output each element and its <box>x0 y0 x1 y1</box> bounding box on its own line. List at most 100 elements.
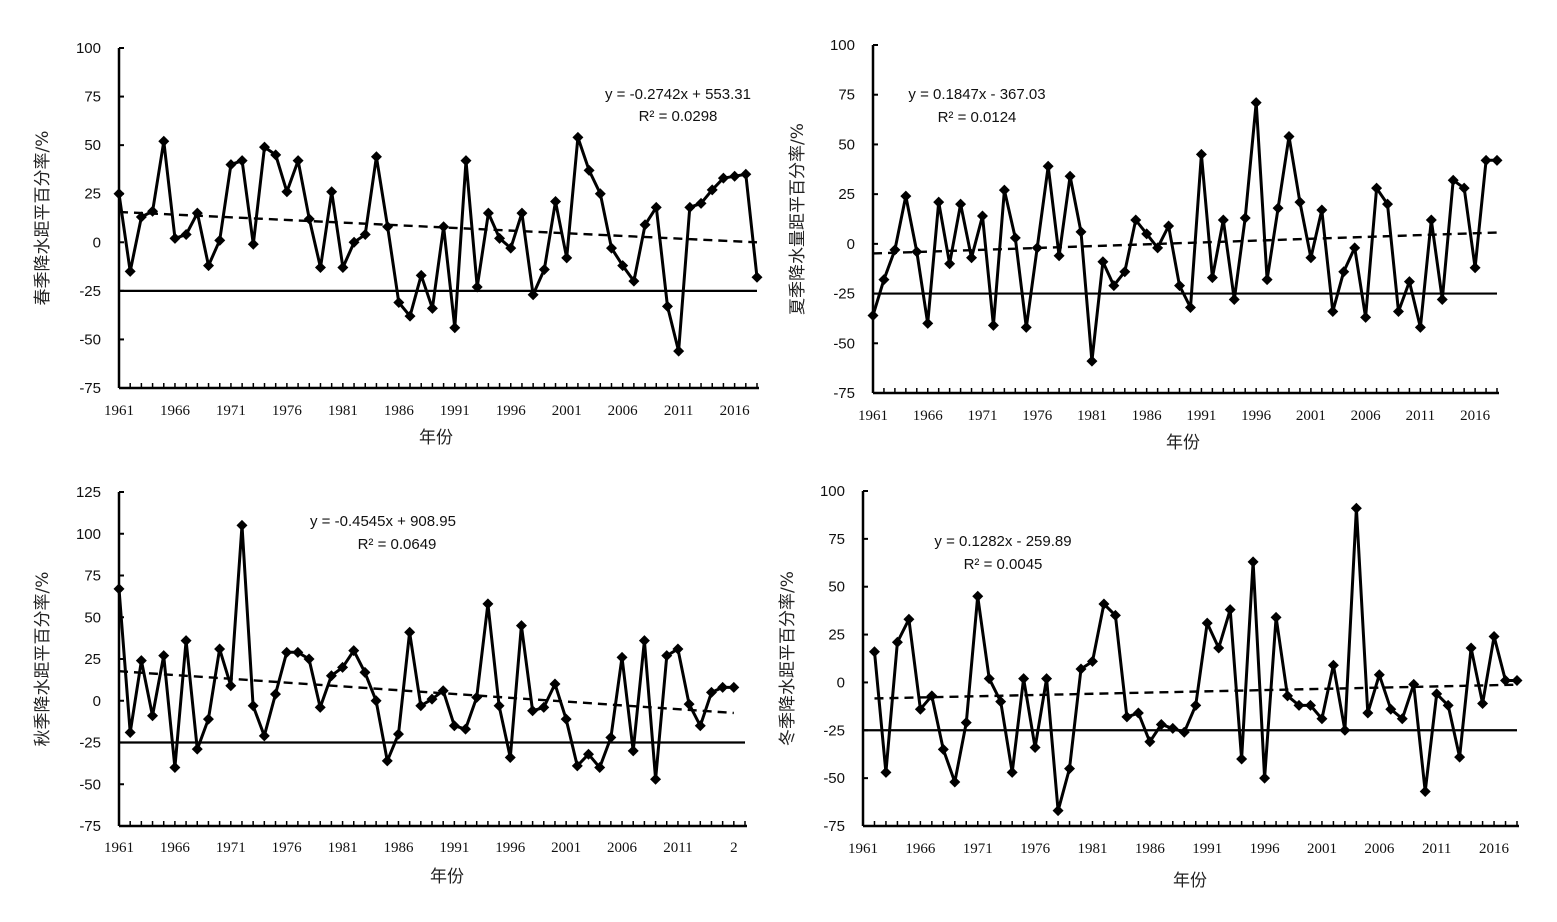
data-point <box>878 274 890 286</box>
data-point <box>998 184 1010 196</box>
x-tick-label: 2001 <box>1307 841 1337 857</box>
data-point <box>180 229 192 241</box>
data-point <box>1020 321 1032 333</box>
data-point <box>1121 711 1133 723</box>
data-point <box>147 205 159 217</box>
y-tick-label: 25 <box>828 627 845 644</box>
x-tick-label: 1991 <box>1192 841 1222 857</box>
y-tick-label: 75 <box>84 89 101 106</box>
data-point <box>972 590 984 602</box>
data-point <box>914 703 926 715</box>
data-point <box>314 262 326 274</box>
data-point <box>1184 301 1196 313</box>
data-point <box>1465 642 1477 654</box>
data-point <box>1283 130 1295 142</box>
trend-line <box>874 683 1518 700</box>
data-point <box>292 155 304 167</box>
trend-r-squared: R² = 0.0045 <box>964 556 1043 573</box>
x-tick-label: 1986 <box>1132 408 1163 424</box>
series-line <box>117 135 759 353</box>
data-point <box>1130 214 1142 226</box>
data-point <box>1141 228 1153 240</box>
data-point <box>900 190 912 202</box>
data-point <box>1350 502 1362 514</box>
data-point <box>1408 678 1420 690</box>
data-point <box>1206 272 1218 284</box>
data-point <box>494 232 506 244</box>
data-point <box>515 620 527 632</box>
x-tick-label: 1966 <box>160 840 191 856</box>
data-point <box>359 666 371 678</box>
x-tick-label: 1976 <box>1020 841 1051 857</box>
data-point <box>1414 321 1426 333</box>
y-tick-label: -25 <box>79 735 101 752</box>
data-point <box>292 646 304 658</box>
y-tick-label: -75 <box>823 818 845 835</box>
data-point <box>628 275 640 287</box>
y-tick-label: 0 <box>847 236 855 253</box>
data-point <box>717 681 729 693</box>
data-point <box>225 680 237 692</box>
y-tick-label: 75 <box>828 531 845 548</box>
data-point <box>1075 226 1087 238</box>
data-point <box>549 678 561 690</box>
data-point <box>493 700 505 712</box>
data-point <box>1041 673 1053 685</box>
data-point <box>594 762 606 774</box>
x-tick-label: 1971 <box>216 403 246 419</box>
x-tick-label: 1986 <box>1135 841 1166 857</box>
x-tick-label: 1986 <box>384 403 415 419</box>
data-point <box>583 748 594 760</box>
data-point <box>191 743 203 755</box>
data-point <box>1488 630 1500 642</box>
data-point <box>314 701 326 713</box>
data-point <box>1228 294 1240 306</box>
data-point <box>538 701 550 713</box>
x-tick-label: 1986 <box>383 840 414 856</box>
data-point <box>694 720 706 732</box>
data-point <box>270 149 282 161</box>
data-point <box>460 155 472 167</box>
data-point <box>911 246 923 258</box>
data-point <box>1119 266 1131 278</box>
data-point <box>966 252 978 264</box>
data-point <box>1385 703 1397 715</box>
data-point <box>1403 276 1415 288</box>
y-axis-title: 秋季降水距平百分率/% <box>33 572 53 747</box>
data-point <box>672 643 684 655</box>
data-point <box>191 207 203 219</box>
x-axis-title: 年份 <box>430 867 464 887</box>
data-point <box>1155 719 1167 731</box>
data-point <box>1167 722 1179 734</box>
y-tick-label: 100 <box>76 526 101 543</box>
data-point <box>236 155 248 167</box>
trend-r-squared: R² = 0.0124 <box>938 109 1017 126</box>
data-point <box>1163 220 1175 232</box>
data-point <box>684 201 696 213</box>
y-tick-label: -75 <box>79 818 101 835</box>
data-point <box>1097 256 1109 268</box>
data-point <box>949 776 961 788</box>
data-point <box>169 232 181 244</box>
data-point <box>404 626 416 638</box>
data-point <box>683 698 695 710</box>
data-point <box>135 211 147 223</box>
data-point <box>1371 182 1383 194</box>
data-point <box>281 646 293 658</box>
trend-r-squared: R² = 0.0298 <box>639 108 718 125</box>
x-tick-label: 2016 <box>1460 408 1491 424</box>
data-point <box>281 186 293 198</box>
data-point <box>1213 642 1225 654</box>
data-point <box>1511 675 1523 687</box>
data-point <box>572 131 584 143</box>
x-tick-label: 2006 <box>608 403 639 419</box>
x-tick-label: 1976 <box>272 403 303 419</box>
data-point <box>955 198 967 210</box>
data-point <box>1477 697 1489 709</box>
x-axis-title: 年份 <box>1173 871 1207 891</box>
x-tick-label: 1996 <box>1241 408 1272 424</box>
data-point <box>460 723 472 735</box>
data-point <box>392 728 404 740</box>
